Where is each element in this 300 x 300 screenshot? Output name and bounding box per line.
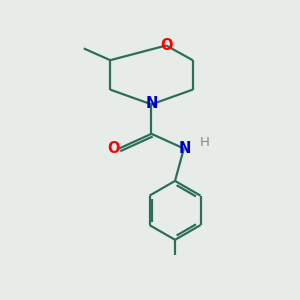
Text: O: O bbox=[160, 38, 172, 53]
Text: N: N bbox=[146, 96, 158, 111]
Text: O: O bbox=[107, 141, 120, 156]
Text: N: N bbox=[178, 141, 190, 156]
Text: H: H bbox=[200, 136, 209, 149]
